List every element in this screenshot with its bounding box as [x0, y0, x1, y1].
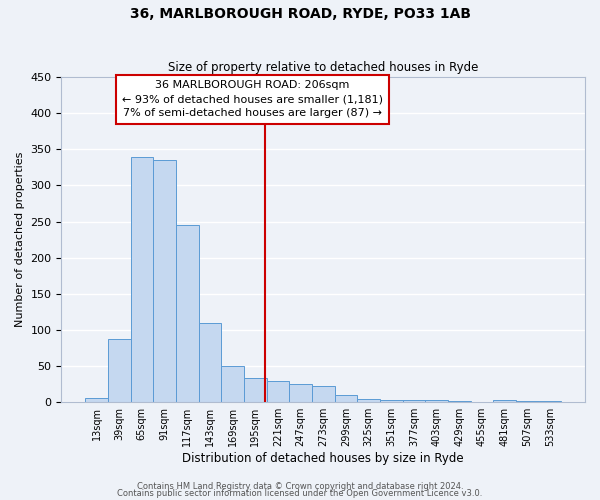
Bar — [289, 384, 312, 402]
Bar — [403, 400, 425, 402]
Bar — [221, 366, 244, 402]
Bar — [357, 398, 380, 402]
X-axis label: Distribution of detached houses by size in Ryde: Distribution of detached houses by size … — [182, 452, 464, 465]
Bar — [108, 338, 131, 402]
Bar — [448, 401, 470, 402]
Bar — [493, 400, 516, 402]
Text: Contains public sector information licensed under the Open Government Licence v3: Contains public sector information licen… — [118, 489, 482, 498]
Text: 36 MARLBOROUGH ROAD: 206sqm
← 93% of detached houses are smaller (1,181)
7% of s: 36 MARLBOROUGH ROAD: 206sqm ← 93% of det… — [122, 80, 383, 118]
Title: Size of property relative to detached houses in Ryde: Size of property relative to detached ho… — [168, 62, 478, 74]
Text: 36, MARLBOROUGH ROAD, RYDE, PO33 1AB: 36, MARLBOROUGH ROAD, RYDE, PO33 1AB — [130, 8, 470, 22]
Bar — [380, 400, 403, 402]
Bar — [244, 378, 266, 402]
Bar — [266, 380, 289, 402]
Text: Contains HM Land Registry data © Crown copyright and database right 2024.: Contains HM Land Registry data © Crown c… — [137, 482, 463, 491]
Bar — [312, 386, 335, 402]
Bar — [153, 160, 176, 402]
Bar — [425, 400, 448, 402]
Y-axis label: Number of detached properties: Number of detached properties — [15, 152, 25, 328]
Bar — [176, 225, 199, 402]
Bar — [131, 156, 153, 402]
Bar — [335, 395, 357, 402]
Bar — [85, 398, 108, 402]
Bar — [199, 322, 221, 402]
